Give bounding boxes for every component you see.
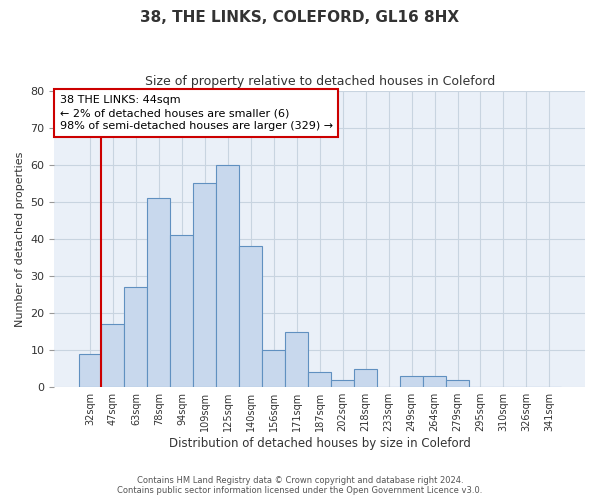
Bar (101, 324, 124, 387)
Text: 38, THE LINKS, COLEFORD, GL16 8HX: 38, THE LINKS, COLEFORD, GL16 8HX (140, 10, 460, 25)
Bar (446, 380, 469, 387)
Bar (239, 246, 262, 387)
Bar (308, 372, 331, 387)
Bar (423, 376, 446, 387)
Bar (148, 198, 170, 387)
Bar (354, 368, 377, 387)
X-axis label: Distribution of detached houses by size in Coleford: Distribution of detached houses by size … (169, 437, 470, 450)
Bar (193, 184, 217, 387)
Bar (217, 164, 239, 387)
Bar (285, 332, 308, 387)
Title: Size of property relative to detached houses in Coleford: Size of property relative to detached ho… (145, 75, 495, 88)
Text: Contains HM Land Registry data © Crown copyright and database right 2024.
Contai: Contains HM Land Registry data © Crown c… (118, 476, 482, 495)
Bar (331, 380, 354, 387)
Y-axis label: Number of detached properties: Number of detached properties (15, 151, 25, 326)
Text: 38 THE LINKS: 44sqm
← 2% of detached houses are smaller (6)
98% of semi-detached: 38 THE LINKS: 44sqm ← 2% of detached hou… (60, 95, 333, 132)
Bar (124, 287, 148, 387)
Bar (400, 376, 423, 387)
Bar (170, 235, 193, 387)
Bar (79, 354, 101, 387)
Bar (262, 350, 285, 387)
